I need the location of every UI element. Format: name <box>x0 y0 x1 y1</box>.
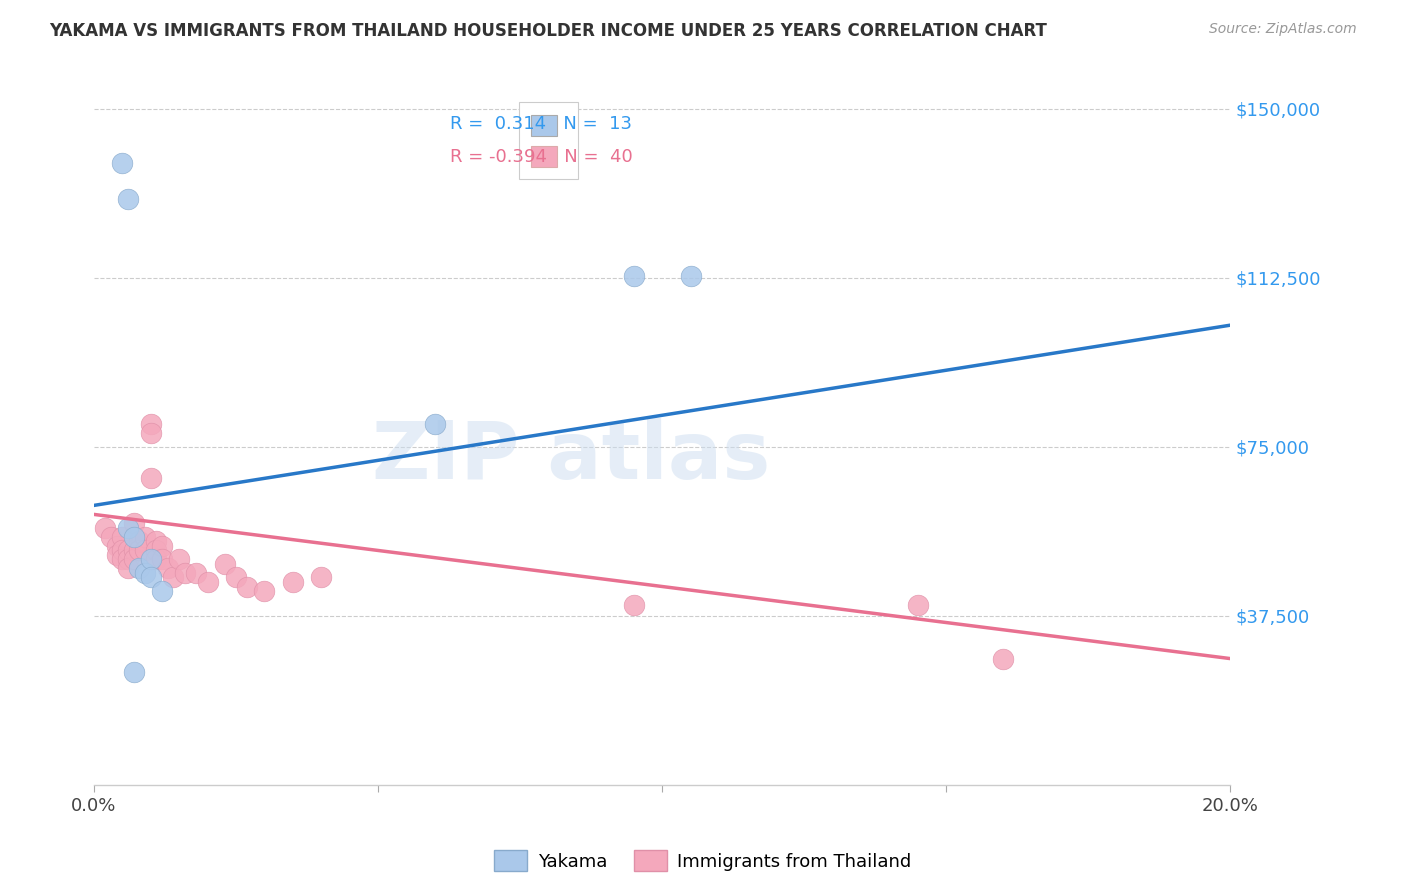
Point <box>105 548 128 562</box>
Point <box>623 598 645 612</box>
Point <box>907 598 929 612</box>
Point <box>145 552 167 566</box>
Text: R =  0.314   N =  13: R = 0.314 N = 13 <box>450 115 631 133</box>
Point <box>134 530 156 544</box>
Point <box>186 566 208 580</box>
Point <box>94 521 117 535</box>
Point <box>197 574 219 589</box>
Point <box>991 651 1014 665</box>
Point <box>225 570 247 584</box>
Point <box>100 530 122 544</box>
Point <box>134 543 156 558</box>
Text: YAKAMA VS IMMIGRANTS FROM THAILAND HOUSEHOLDER INCOME UNDER 25 YEARS CORRELATION: YAKAMA VS IMMIGRANTS FROM THAILAND HOUSE… <box>49 22 1047 40</box>
Point <box>150 539 173 553</box>
Point <box>122 530 145 544</box>
Point <box>253 584 276 599</box>
Text: R = -0.394   N =  40: R = -0.394 N = 40 <box>450 148 633 166</box>
Legend: , : , <box>519 103 578 179</box>
Point <box>679 268 702 283</box>
Point <box>134 566 156 580</box>
Point <box>111 543 134 558</box>
Point <box>122 665 145 679</box>
Text: ZIP atlas: ZIP atlas <box>373 417 770 496</box>
Point <box>128 543 150 558</box>
Point <box>122 552 145 566</box>
Point <box>139 570 162 584</box>
Point <box>236 580 259 594</box>
Point <box>128 561 150 575</box>
Point <box>139 471 162 485</box>
Point <box>111 156 134 170</box>
Point <box>214 557 236 571</box>
Point <box>623 268 645 283</box>
Point <box>150 584 173 599</box>
Point <box>156 561 179 575</box>
Point <box>162 570 184 584</box>
Point <box>281 574 304 589</box>
Point <box>128 534 150 549</box>
Point <box>139 552 162 566</box>
Point <box>122 543 145 558</box>
Point <box>111 552 134 566</box>
Point <box>122 516 145 531</box>
Point <box>167 552 190 566</box>
Point <box>139 417 162 432</box>
Point <box>117 192 139 206</box>
Point <box>105 539 128 553</box>
Point <box>423 417 446 432</box>
Point <box>309 570 332 584</box>
Point <box>117 543 139 558</box>
Point <box>111 530 134 544</box>
Legend: Yakama, Immigrants from Thailand: Yakama, Immigrants from Thailand <box>486 843 920 879</box>
Point <box>117 561 139 575</box>
Point <box>139 426 162 441</box>
Point <box>117 521 139 535</box>
Point <box>145 543 167 558</box>
Point <box>173 566 195 580</box>
Point <box>150 552 173 566</box>
Point <box>145 534 167 549</box>
Text: Source: ZipAtlas.com: Source: ZipAtlas.com <box>1209 22 1357 37</box>
Point <box>117 552 139 566</box>
